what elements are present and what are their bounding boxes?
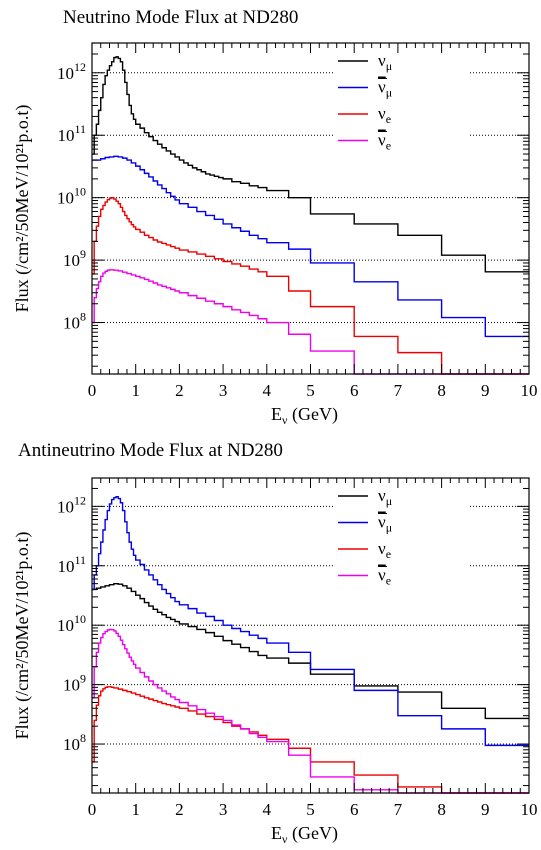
x-axis-label: Eν (GeV) (271, 823, 338, 846)
x-tick-label: 2 (175, 800, 184, 819)
x-tick-label: 7 (394, 381, 403, 400)
x-axis-label: Eν (GeV) (271, 404, 338, 427)
series-line (92, 628, 529, 794)
x-tick-label: 0 (88, 800, 97, 819)
y-tick-label: 1011 (57, 553, 86, 576)
x-tick-label: 1 (131, 381, 140, 400)
series-line (92, 582, 529, 720)
y-tick-label: 1011 (57, 122, 86, 145)
y-tick-label: 109 (63, 672, 86, 695)
x-tick-label: 8 (437, 800, 446, 819)
legend-label: νe (378, 131, 391, 153)
series-line (92, 56, 529, 273)
x-tick-label: 10 (521, 381, 538, 400)
legend-label: νe (378, 539, 391, 561)
x-tick-label: 7 (394, 800, 403, 819)
x-tick-label: 2 (175, 381, 184, 400)
y-tick-label: 108 (63, 310, 86, 333)
series-line (92, 196, 529, 375)
x-tick-label: 3 (219, 800, 228, 819)
x-tick-label: 3 (219, 381, 228, 400)
y-axis-label: Flux (/cm²/50MeV/10²¹p.o.t) (12, 532, 33, 740)
y-tick-label: 1010 (57, 185, 86, 208)
chart-panel-1: Neutrino Mode Flux at ND280 νμ νμ νe νe 0 1 2 3 4… (12, 7, 538, 427)
series-line (92, 496, 529, 747)
legend-label: νμ (378, 486, 392, 508)
x-tick-label: 0 (88, 381, 97, 400)
x-tick-label: 5 (306, 381, 315, 400)
chart-title: Antineutrino Mode Flux at ND280 (18, 440, 283, 461)
chart-title: Neutrino Mode Flux at ND280 (63, 7, 298, 28)
legend-box (334, 53, 470, 163)
y-tick-label: 1012 (57, 493, 86, 516)
x-tick-label: 9 (481, 800, 490, 819)
y-tick-label: 1010 (57, 612, 86, 635)
x-tick-label: 9 (481, 381, 490, 400)
x-tick-label: 10 (521, 800, 538, 819)
y-tick-label: 1012 (57, 60, 86, 83)
series-line (92, 155, 529, 338)
legend-box (334, 488, 470, 598)
legend-label: νe (378, 104, 391, 126)
x-tick-label: 4 (263, 381, 272, 400)
x-tick-label: 8 (437, 381, 446, 400)
x-tick-label: 6 (350, 381, 359, 400)
series-line (92, 269, 529, 375)
x-tick-label: 4 (263, 800, 272, 819)
legend-label: νμ (378, 51, 392, 73)
legend-label: νμ (378, 513, 392, 535)
y-tick-label: 108 (63, 731, 86, 754)
chart-panel-2: Antineutrino Mode Flux at ND280 νμ νμ νe νe 0… (12, 440, 538, 846)
y-tick-label: 109 (63, 247, 86, 270)
legend-label: νe (378, 566, 391, 588)
x-tick-label: 6 (350, 800, 359, 819)
x-tick-label: 1 (131, 800, 140, 819)
x-tick-label: 5 (306, 800, 315, 819)
legend-label: νμ (378, 78, 392, 100)
y-axis-label: Flux (/cm²/50MeV/10²¹p.o.t) (12, 105, 33, 313)
